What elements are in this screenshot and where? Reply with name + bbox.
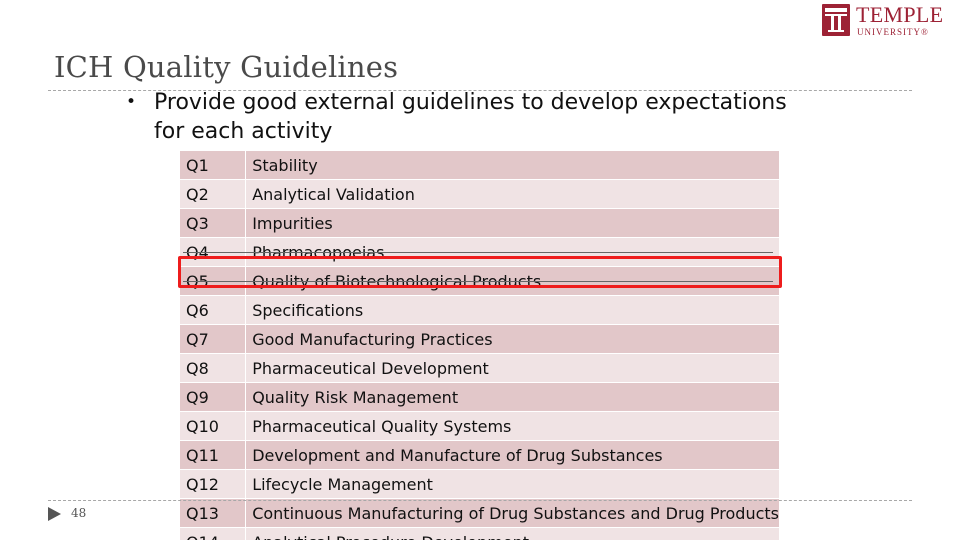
slide-title: ICH Quality Guidelines: [54, 50, 399, 84]
table-row: Q9 Quality Risk Management: [180, 382, 779, 412]
logo-subtitle: UNIVERSITY®: [857, 27, 929, 37]
guideline-code: Q6: [180, 295, 247, 325]
play-arrow-icon: [48, 507, 61, 521]
guideline-code: Q9: [180, 382, 247, 412]
footer-divider: [48, 500, 912, 501]
table-row: Q3 Impurities: [180, 208, 779, 238]
strike-line-bottom: [183, 281, 773, 282]
page-number: 48: [71, 506, 87, 520]
guideline-title: Impurities: [245, 208, 779, 238]
table-row: Q12 Lifecycle Management: [180, 469, 779, 499]
temple-t-icon: [822, 4, 850, 36]
guideline-title: Specifications: [245, 295, 779, 325]
guideline-title: Analytical Validation: [245, 179, 779, 209]
guideline-title: Development and Manufacture of Drug Subs…: [245, 440, 779, 470]
table-row: Q11 Development and Manufacture of Drug S…: [180, 440, 779, 470]
guideline-code: Q12: [180, 469, 247, 499]
guideline-title: Good Manufacturing Practices: [245, 324, 779, 354]
guidelines-table: Q1 Stability Q2 Analytical Validation Q3 Impu…: [180, 151, 779, 540]
logo-name: TEMPLE: [856, 2, 944, 27]
guideline-code: Q11: [180, 440, 247, 470]
guideline-code: Q13: [180, 498, 247, 528]
guideline-code: Q3: [180, 208, 247, 238]
strike-line-top: [183, 252, 773, 253]
table-row: Q10 Pharmaceutical Quality Systems: [180, 411, 779, 441]
guideline-title: Continuous Manufacturing of Drug Substan…: [245, 498, 779, 528]
guideline-code: Q8: [180, 353, 247, 383]
table-row: Q14Analytical Procedure Development: [180, 527, 779, 540]
table-row: Q2 Analytical Validation: [180, 179, 779, 209]
table-row: Q6 Specifications: [180, 295, 779, 325]
guideline-code: Q1: [180, 151, 247, 180]
guideline-title: Lifecycle Management: [245, 469, 779, 499]
title-divider: [48, 90, 912, 91]
temple-university-logo: TEMPLE UNIVERSITY®: [822, 2, 944, 37]
table-row: Q7 Good Manufacturing Practices: [180, 324, 779, 354]
table-row: Q8 Pharmaceutical Development: [180, 353, 779, 383]
guideline-title: Pharmaceutical Development: [245, 353, 779, 383]
q5-highlight-box: [178, 256, 782, 288]
guideline-code: Q7: [180, 324, 247, 354]
guideline-title: Stability: [245, 151, 779, 180]
guideline-code: Q14: [180, 527, 247, 540]
guideline-title: Pharmaceutical Quality Systems: [245, 411, 779, 441]
table-row: Q13 Continuous Manufacturing of Drug Subs…: [180, 498, 779, 528]
guideline-title: Quality Risk Management: [245, 382, 779, 412]
table-row: Q1 Stability: [180, 151, 779, 180]
bullet-icon: •: [126, 92, 137, 112]
guideline-code: Q10: [180, 411, 247, 441]
guideline-title: Analytical Procedure Development: [245, 527, 779, 540]
guideline-code: Q2: [180, 179, 247, 209]
bullet-text: Provide good external guidelines to deve…: [154, 90, 787, 144]
